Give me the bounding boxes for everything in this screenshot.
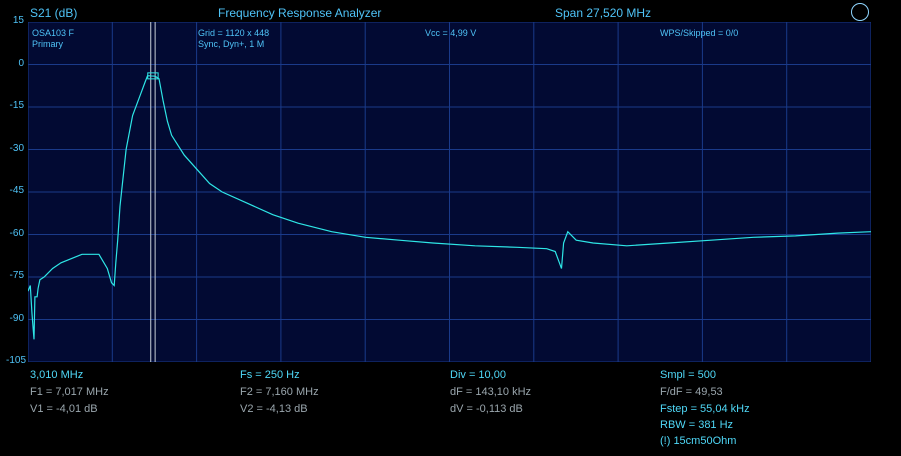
- y-tick-label: -60: [9, 227, 24, 239]
- marker-v2: V2 = -4,13 dB: [240, 403, 308, 415]
- span-readout: Span 27,520 MHz: [555, 6, 652, 20]
- marker-peak-box: [147, 72, 159, 80]
- samples-readout: Smpl = 500: [660, 369, 716, 381]
- y-tick-label: -90: [9, 312, 24, 324]
- y-tick-label: -105: [6, 355, 27, 366]
- y-tick-label: -30: [9, 142, 24, 154]
- y-tick-label: -15: [9, 100, 24, 111]
- marker-f2: F2 = 7,160 MHz: [240, 386, 319, 398]
- delta-f-readout: dF = 143,10 kHz: [450, 386, 532, 398]
- plot-area: [28, 22, 871, 362]
- device-label: OSA103 F: [32, 28, 75, 38]
- response-trace: [28, 75, 871, 340]
- start-frequency: 3,010 MHz: [30, 369, 84, 381]
- fs-readout: Fs = 250 Hz: [240, 369, 300, 381]
- y-tick-label: 15: [12, 15, 24, 26]
- y-tick-label: 0: [18, 57, 24, 69]
- grid-label: Grid = 1120 x 448: [198, 28, 270, 38]
- div-readout: Div = 10,00: [450, 369, 506, 381]
- y-tick-label: -75: [9, 270, 24, 281]
- vcc-label: Vcc = 4,99 V: [425, 28, 477, 38]
- marker-v1: V1 = -4,01 dB: [30, 403, 98, 415]
- y-tick-label: -45: [9, 185, 24, 196]
- page-title: Frequency Response Analyzer: [218, 6, 382, 20]
- fstep-readout: Fstep = 55,04 kHz: [660, 403, 750, 415]
- f-over-df-readout: F/dF = 49,53: [660, 386, 723, 398]
- wps-label: WPS/Skipped = 0/0: [660, 28, 739, 38]
- rbw-readout: RBW = 381 Hz: [660, 419, 734, 431]
- axis-unit-label: S21 (dB): [30, 6, 78, 20]
- mode-label: Primary: [32, 39, 63, 49]
- cable-note: (!) 15cm50Ohm: [660, 435, 737, 447]
- marker-f1: F1 = 7,017 MHz: [30, 386, 109, 398]
- circle-icon[interactable]: [851, 3, 869, 21]
- delta-v-readout: dV = -0,113 dB: [450, 403, 523, 415]
- sync-label: Sync, Dyn+, 1 M: [198, 39, 265, 49]
